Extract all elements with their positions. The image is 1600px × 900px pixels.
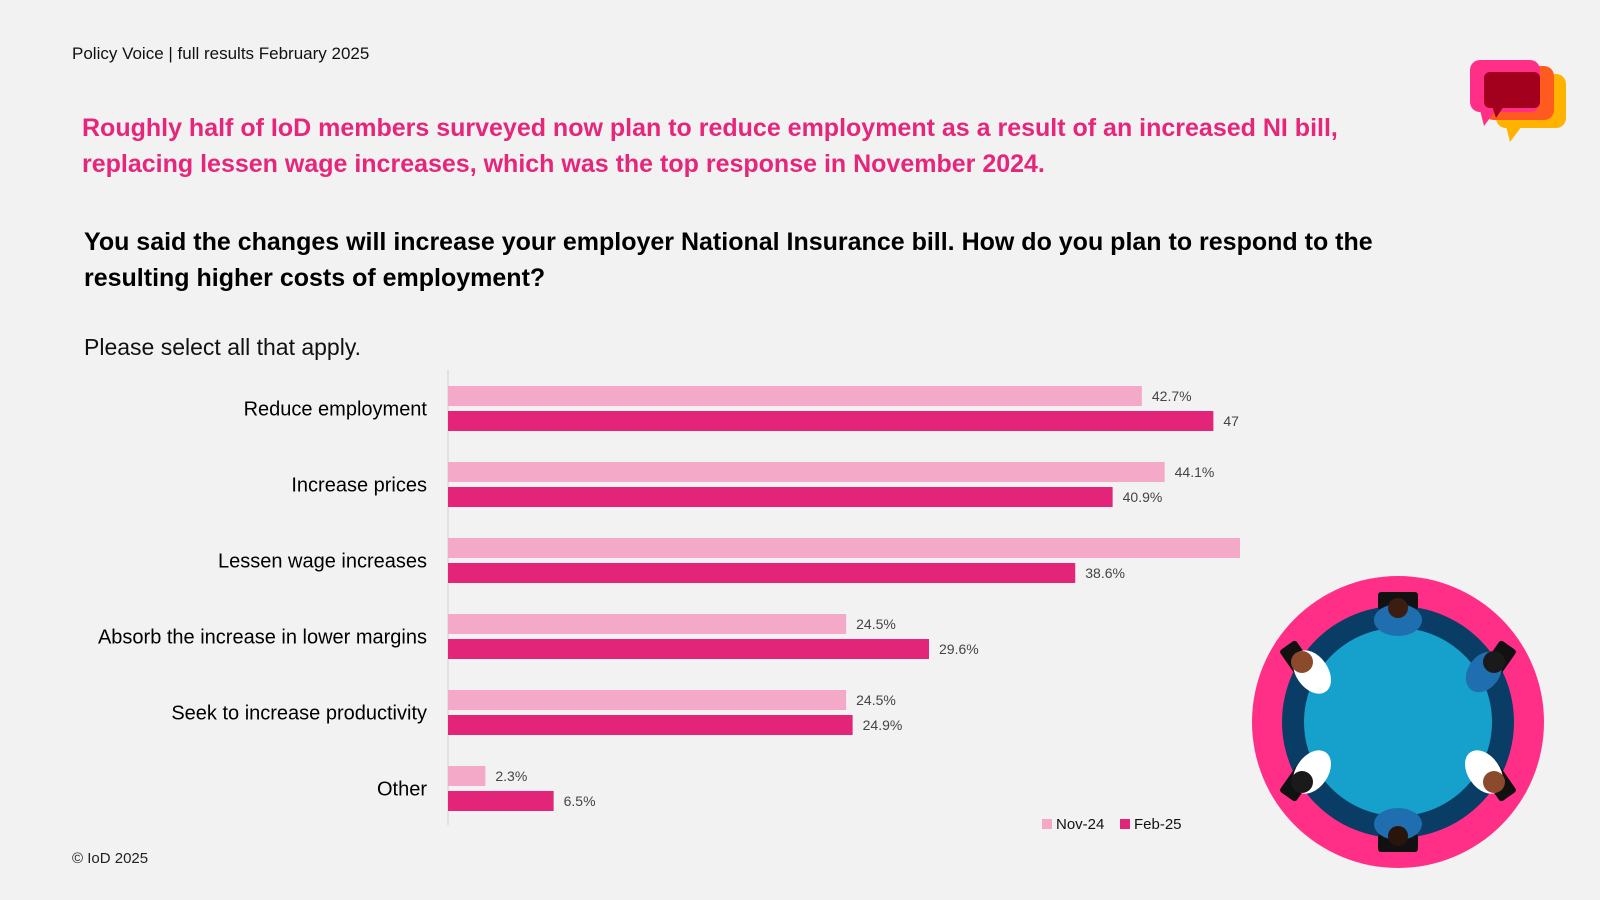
bar-nov-24 — [448, 538, 1240, 558]
copyright: © IoD 2025 — [72, 850, 149, 867]
headline: Roughly half of IoD members surveyed now… — [82, 114, 1338, 178]
legend-entry: Nov-24 — [1056, 816, 1104, 833]
meeting-table-illustration — [1252, 576, 1544, 868]
data-label: 6.5% — [564, 793, 596, 809]
category-label: Seek to increase productivity — [171, 703, 427, 725]
instruction-text: Please select all that apply. — [84, 334, 362, 360]
data-label: 47.1% — [1223, 413, 1240, 429]
survey-question: You said the changes will increase your … — [84, 228, 1373, 292]
bar-feb-25 — [448, 791, 554, 811]
legend-entry: Feb-25 — [1134, 816, 1182, 833]
legend-swatch — [1120, 819, 1130, 829]
bar-feb-25 — [448, 715, 853, 735]
data-label: 40.9% — [1123, 489, 1163, 505]
data-label: 24.9% — [863, 717, 903, 733]
data-label: 44.1% — [1175, 464, 1215, 480]
bar-feb-25 — [448, 563, 1076, 583]
bar-feb-25 — [448, 487, 1113, 507]
data-label: 38.6% — [1085, 565, 1125, 581]
bar-feb-25 — [448, 639, 929, 659]
category-label: Absorb the increase in lower margins — [98, 627, 427, 649]
bar-feb-25 — [448, 411, 1214, 431]
bar-chart: Reduce employment 42.7% 47.1% Increase pric… — [98, 370, 1240, 833]
bar-nov-24 — [448, 614, 847, 634]
data-label: 24.5% — [856, 692, 896, 708]
data-label: 42.7% — [1152, 388, 1192, 404]
category-label: Reduce employment — [244, 399, 428, 421]
category-label: Lessen wage increases — [218, 551, 427, 573]
legend-swatch — [1042, 819, 1052, 829]
data-label: 2.3% — [495, 768, 527, 784]
data-label: 29.6% — [939, 641, 979, 657]
category-label: Increase prices — [291, 475, 427, 497]
bar-nov-24 — [448, 690, 847, 710]
speech-bubbles-logo — [1470, 60, 1566, 142]
bar-nov-24 — [448, 386, 1142, 406]
data-label: 24.5% — [856, 616, 896, 632]
category-label: Other — [377, 779, 427, 801]
header-source: Policy Voice | full results February 202… — [72, 44, 370, 63]
bar-nov-24 — [448, 462, 1165, 482]
bar-nov-24 — [448, 766, 486, 786]
